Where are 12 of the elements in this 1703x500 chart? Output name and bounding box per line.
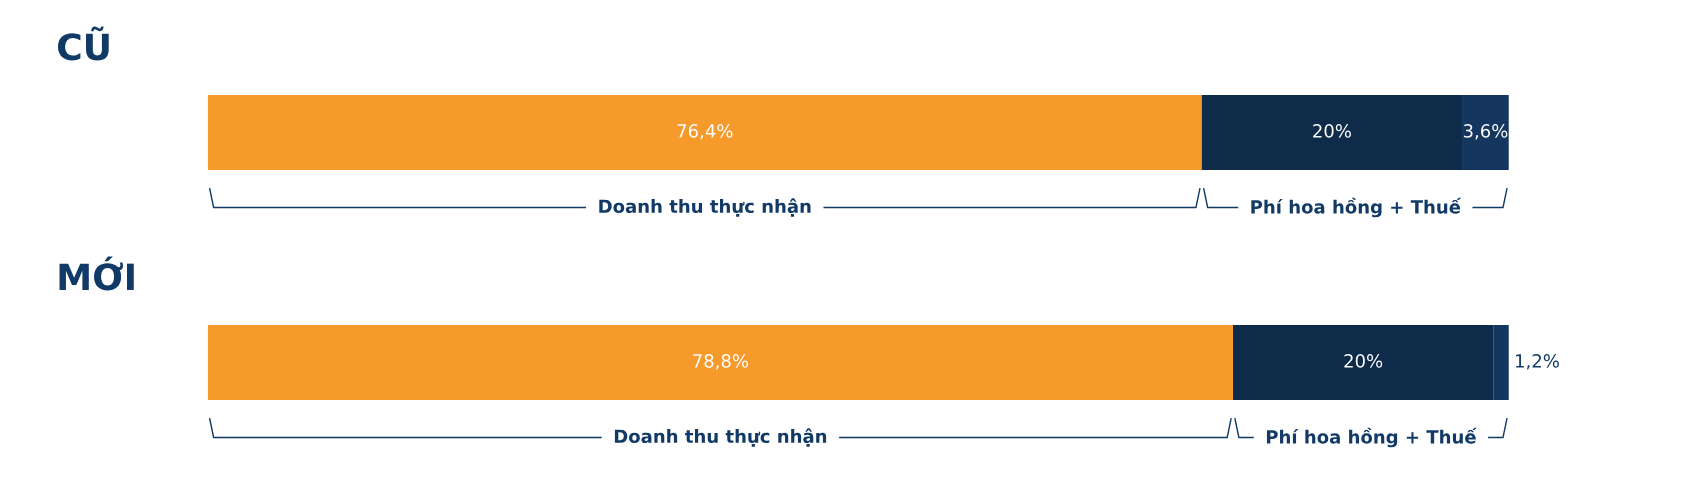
chart-title: CŨ xyxy=(58,26,109,61)
text: Phí hoa hồng + Thuế xyxy=(1251,197,1462,218)
data-label: 20% xyxy=(1313,124,1351,138)
data-label: 20% xyxy=(1344,354,1383,368)
data-label: 78,8% xyxy=(693,354,749,370)
data-label: 1,2% xyxy=(1516,354,1559,370)
text: Doanh thu thực nhận xyxy=(599,198,811,217)
text: Phí hoa hồng + Thuế xyxy=(1266,427,1477,448)
chart-title: MỚI xyxy=(59,256,134,291)
text: Doanh thu thực nhận xyxy=(614,428,827,447)
data-label: 3,6% xyxy=(1463,124,1508,140)
data-label: 76,4% xyxy=(677,124,733,140)
